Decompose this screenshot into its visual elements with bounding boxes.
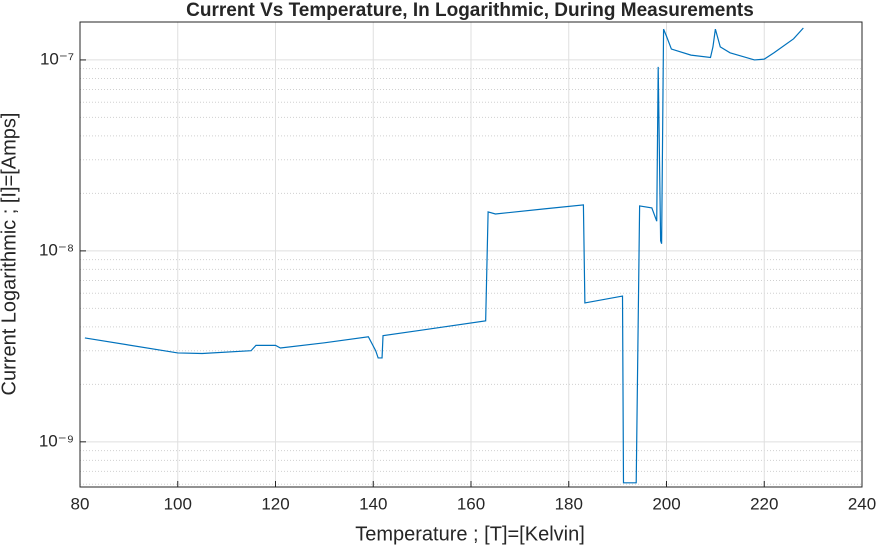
x-axis-label: Temperature ; [T]=[Kelvin] (355, 523, 585, 545)
y-tick-label: 10⁻⁹ (39, 431, 74, 450)
x-tick-label: 160 (457, 494, 485, 513)
x-tick-label: 120 (261, 494, 289, 513)
x-tick-label: 80 (71, 494, 90, 513)
x-tick-label: 220 (750, 494, 778, 513)
x-tick-label: 180 (555, 494, 583, 513)
data-line (84, 27, 804, 484)
x-tick-label: 140 (359, 494, 387, 513)
x-tick-label: 240 (848, 494, 876, 513)
x-tick-label: 100 (164, 494, 192, 513)
plot-frame (79, 21, 863, 488)
y-tick-label: 10⁻⁷ (40, 49, 74, 68)
y-tick-label: 10⁻⁸ (39, 240, 74, 259)
y-axis-label: Current Logarithmic ; [I]=[Amps] (0, 113, 20, 396)
chart-title: Current Vs Temperature, In Logarithmic, … (186, 0, 754, 21)
x-tick-label: 200 (652, 494, 680, 513)
